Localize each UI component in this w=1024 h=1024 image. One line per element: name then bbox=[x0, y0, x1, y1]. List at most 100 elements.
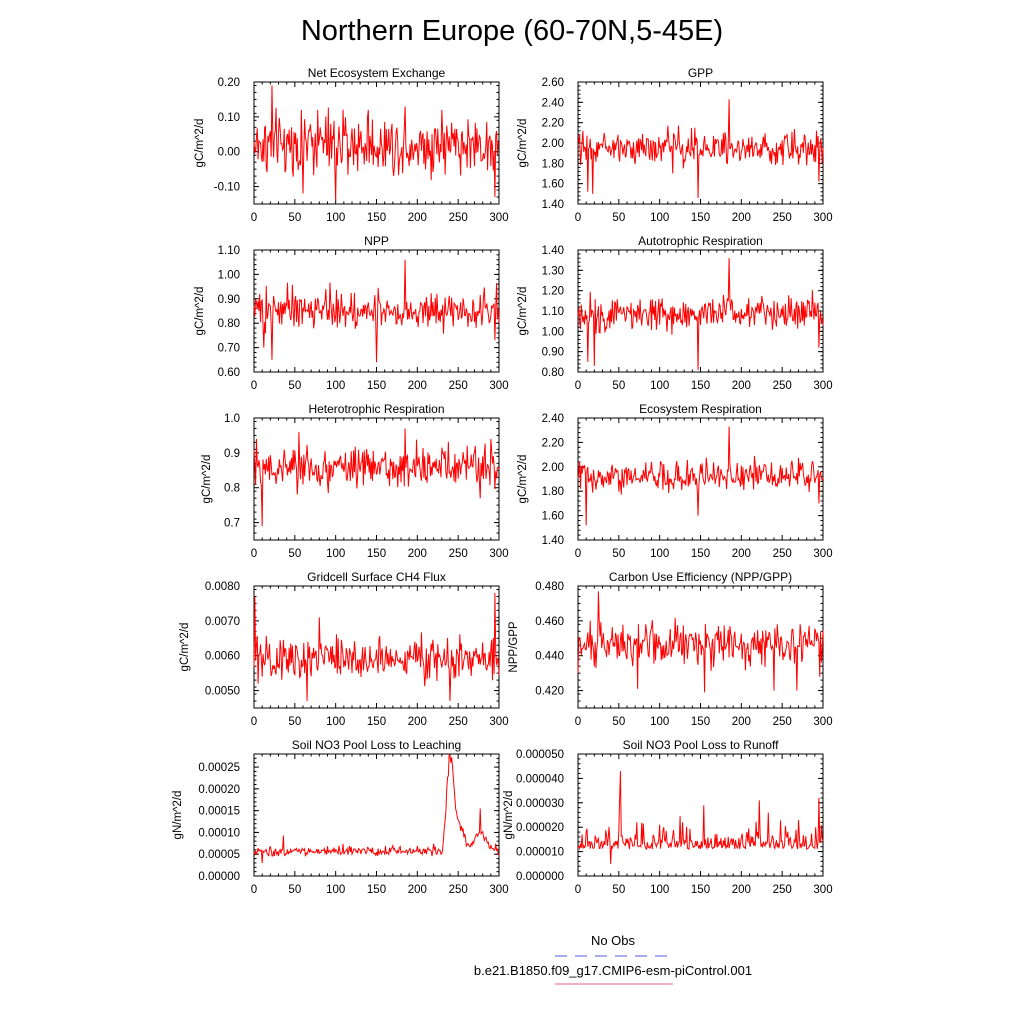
y-tick-label: 1.00 bbox=[542, 326, 564, 338]
x-tick-label: 200 bbox=[408, 716, 427, 728]
y-tick-label: 0.000030 bbox=[516, 798, 564, 810]
x-tick-label: 250 bbox=[773, 884, 792, 896]
x-tick-label: 300 bbox=[813, 212, 832, 224]
y-tick-label: 0.480 bbox=[535, 581, 564, 593]
x-tick-label: 100 bbox=[326, 884, 345, 896]
y-tick-label: 2.60 bbox=[542, 77, 564, 89]
x-tick-label: 250 bbox=[773, 212, 792, 224]
x-tick-label: 250 bbox=[449, 716, 468, 728]
x-tick-label: 50 bbox=[288, 884, 301, 896]
y-axis-label: NPP/GPP bbox=[508, 621, 520, 672]
x-tick-label: 0 bbox=[251, 212, 257, 224]
y-tick-label: 0.00010 bbox=[198, 827, 240, 839]
y-tick-label: 0.0080 bbox=[205, 581, 240, 593]
x-tick-label: 250 bbox=[449, 548, 468, 560]
panel-hr: Heterotrophic Respiration gC/m^2/d 0 50 100 1… bbox=[201, 402, 509, 560]
x-tick-label: 100 bbox=[650, 548, 669, 560]
y-tick-label: 0.8 bbox=[224, 483, 240, 495]
y-tick-label: 1.20 bbox=[542, 286, 564, 298]
x-tick-label: 250 bbox=[773, 380, 792, 392]
x-tick-label: 200 bbox=[732, 716, 751, 728]
panel-ch4: Gridcell Surface CH4 Flux gC/m^2/d 0 50 100 1… bbox=[179, 570, 509, 728]
series-line bbox=[253, 259, 500, 363]
y-tick-label: 0.0070 bbox=[205, 616, 240, 628]
x-tick-label: 50 bbox=[612, 212, 625, 224]
y-tick-label: 0.20 bbox=[218, 77, 240, 89]
panels: Net Ecosystem Exchange gC/m^2/d 0 50 100 150 2… bbox=[172, 66, 833, 896]
x-tick-label: 300 bbox=[489, 380, 508, 392]
x-tick-label: 150 bbox=[367, 548, 386, 560]
y-tick-label: 1.0 bbox=[224, 413, 240, 425]
x-tick-label: 50 bbox=[612, 884, 625, 896]
x-tick-label: 200 bbox=[408, 884, 427, 896]
x-tick-label: 0 bbox=[575, 548, 581, 560]
y-tick-label: 0.60 bbox=[218, 367, 240, 379]
x-tick-label: 300 bbox=[489, 884, 508, 896]
x-tick-label: 100 bbox=[650, 380, 669, 392]
y-tick-label: 0.7 bbox=[224, 518, 240, 530]
y-axis-label: gC/m^2/d bbox=[517, 287, 529, 336]
y-axis-label: gC/m^2/d bbox=[194, 119, 206, 168]
series-line bbox=[577, 426, 824, 526]
panel-npp: NPP gC/m^2/d 0 50 100 150 200 250 300 0.60 0.70 0.8… bbox=[194, 234, 509, 392]
y-tick-label: 2.40 bbox=[542, 97, 564, 109]
y-axis-label: gN/m^2/d bbox=[172, 791, 184, 840]
legend-label-model: b.e21.B1850.f09_g17.CMIP6-esm-piControl.… bbox=[474, 963, 752, 978]
y-tick-label: 0.000010 bbox=[516, 847, 564, 859]
x-tick-label: 150 bbox=[691, 548, 710, 560]
y-axis-label: gC/m^2/d bbox=[201, 455, 213, 504]
x-tick-label: 50 bbox=[612, 380, 625, 392]
y-tick-label: 0.90 bbox=[542, 347, 564, 359]
x-tick-label: 200 bbox=[408, 380, 427, 392]
y-tick-label: 1.00 bbox=[218, 269, 240, 281]
panel-nee: Net Ecosystem Exchange gC/m^2/d 0 50 100 150 2… bbox=[194, 66, 509, 224]
y-tick-label: 2.40 bbox=[542, 413, 564, 425]
y-tick-label: 0.000020 bbox=[516, 822, 564, 834]
x-tick-label: 200 bbox=[732, 212, 751, 224]
x-tick-label: 200 bbox=[732, 884, 751, 896]
y-tick-label: 1.80 bbox=[542, 486, 564, 498]
legend-label-obs: No Obs bbox=[591, 933, 636, 948]
y-tick-label: 0.420 bbox=[535, 686, 564, 698]
x-tick-label: 250 bbox=[449, 380, 468, 392]
x-tick-label: 50 bbox=[288, 716, 301, 728]
x-tick-label: 50 bbox=[288, 380, 301, 392]
y-axis-label: gC/m^2/d bbox=[194, 287, 206, 336]
x-tick-label: 150 bbox=[367, 212, 386, 224]
y-tick-label: 0.00 bbox=[218, 147, 240, 159]
y-tick-label: 1.30 bbox=[542, 265, 564, 277]
plot-frame bbox=[577, 417, 824, 541]
plot-frame bbox=[253, 417, 500, 541]
panel-gpp: GPP gC/m^2/d 0 50 100 150 200 250 300 1.40 1.60 1.8… bbox=[517, 66, 833, 224]
panel-title: Soil NO3 Pool Loss to Runoff bbox=[623, 738, 780, 752]
panel-er: Ecosystem Respiration gC/m^2/d 0 50 100 150 20… bbox=[517, 402, 833, 560]
legend: No Obs b.e21.B1850.f09_g17.CMIP6-esm-piC… bbox=[474, 933, 752, 985]
y-tick-label: 1.60 bbox=[542, 179, 564, 191]
x-tick-label: 200 bbox=[732, 548, 751, 560]
y-tick-label: 0.10 bbox=[218, 112, 240, 124]
x-tick-label: 50 bbox=[612, 716, 625, 728]
y-tick-label: 0.80 bbox=[218, 318, 240, 330]
panel-leach: Soil NO3 Pool Loss to Leaching gN/m^2/d 0 5… bbox=[172, 738, 509, 896]
x-tick-label: 50 bbox=[612, 548, 625, 560]
y-axis-label: gC/m^2/d bbox=[517, 455, 529, 504]
y-tick-label: 1.10 bbox=[542, 306, 564, 318]
y-tick-label: 2.00 bbox=[542, 462, 564, 474]
x-tick-label: 300 bbox=[813, 380, 832, 392]
panel-title: GPP bbox=[688, 66, 713, 80]
x-tick-label: 100 bbox=[650, 212, 669, 224]
y-tick-label: 1.60 bbox=[542, 511, 564, 523]
y-tick-label: 1.40 bbox=[542, 199, 564, 211]
y-tick-label: -0.10 bbox=[214, 182, 240, 194]
x-tick-label: 100 bbox=[650, 716, 669, 728]
x-tick-label: 150 bbox=[691, 884, 710, 896]
x-tick-label: 250 bbox=[773, 716, 792, 728]
x-tick-label: 0 bbox=[575, 380, 581, 392]
y-tick-label: 1.80 bbox=[542, 158, 564, 170]
series-line bbox=[577, 591, 824, 693]
y-tick-label: 0.000050 bbox=[516, 749, 564, 761]
y-tick-label: 0.000000 bbox=[516, 871, 564, 883]
x-tick-label: 200 bbox=[408, 548, 427, 560]
y-axis-label: gC/m^2/d bbox=[517, 119, 529, 168]
